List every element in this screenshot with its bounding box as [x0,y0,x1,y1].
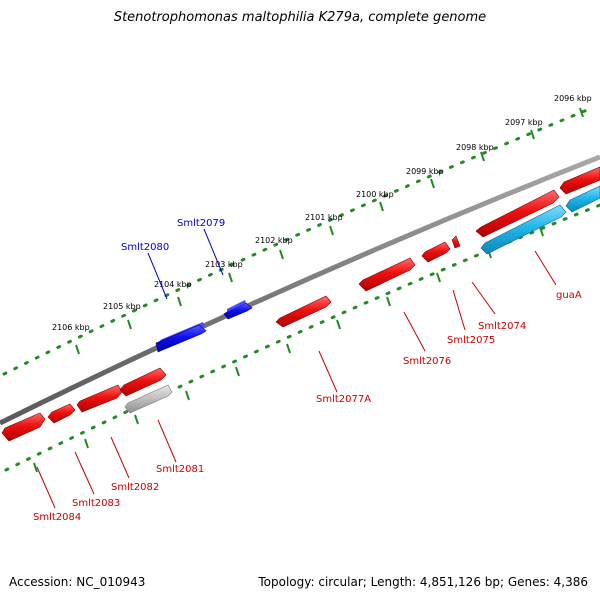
ruler-tick [579,107,584,118]
ruler-tick [228,272,233,283]
gene-smlt2081-pseudo[interactable] [124,384,173,414]
leader-smlt2077a [318,350,338,393]
ruler-tick-label: 2101 kbp [305,213,343,222]
leader-smlt2074 [471,281,496,315]
ruler-tick [127,319,132,330]
accession-label: Accession: NC_010943 [9,575,146,589]
gene-label-smlt2079: Smlt2079 [177,218,225,229]
leader-smlt2082 [110,436,130,479]
gene-smlt2076[interactable] [358,257,416,292]
gene-label-smlt2077a: Smlt2077A [316,394,371,405]
gene-label-smlt2082: Smlt2082 [111,482,159,493]
ruler-tick [235,366,240,377]
leader-smlt2079 [203,228,224,276]
ruler-tick-label: 2096 kbp [554,94,592,103]
gene-smlt2079[interactable] [223,300,253,320]
genome-backbone [0,154,600,426]
ruler-tick-label: 2103 kbp [205,260,243,269]
leader-smlt2075 [452,289,466,331]
gene-label-smlt2076: Smlt2076 [403,356,451,367]
gene-smlt2084[interactable] [1,412,46,442]
ruler-tick-label: 2100 kbp [356,190,394,199]
leader-smlt2080 [147,252,168,300]
gene-smlt2080[interactable] [155,322,207,353]
gene-smlt2083[interactable] [47,403,76,424]
gene-label-smlt2075: Smlt2075 [447,335,495,346]
leader-smlt2083 [74,451,95,495]
leader-smlt2084 [36,466,56,509]
ruler-tick-label: 2104 kbp [154,280,192,289]
gene-edge-cyan[interactable] [565,185,600,213]
ruler-tick [185,390,190,401]
gene-edge-red[interactable] [559,166,600,195]
gene-smlt2075[interactable] [421,241,451,263]
gene-label-smlt2081: Smlt2081 [156,464,204,475]
ruler-tick [279,249,284,260]
ruler-tick-label: 2097 kbp [505,118,543,127]
gene-rrna-cyan[interactable] [480,204,567,255]
gene-smlt2082[interactable] [76,384,123,413]
ruler-tick-label: 2105 kbp [103,302,141,311]
gene-label-smlt2080: Smlt2080 [121,242,169,253]
gene-label-smlt2084: Smlt2084 [33,512,81,523]
ruler-tick [84,438,89,449]
ruler-tick [286,343,291,354]
ruler-tick [33,462,38,473]
ruler-tick [386,296,391,307]
ruler-tick [75,344,80,355]
ruler-tick [539,226,544,237]
ruler-tick [530,129,535,140]
gene-smlt2077a[interactable] [275,295,332,328]
ruler-tick-label: 2098 kbp [456,143,494,152]
ruler-tick [436,272,441,283]
ruler-tick [336,319,341,330]
leader-guaa [534,250,557,286]
gene-guaa[interactable] [475,189,560,238]
gene-smlt2074[interactable] [451,235,461,249]
ruler-inner-dots [4,203,600,472]
map-title: Stenotrophomonas maltophilia K279a, comp… [113,10,487,25]
ruler-tick-label: 2099 kbp [406,167,444,176]
ruler-tick [177,296,182,307]
ruler-tick [430,178,435,189]
gene-label-smlt2074: Smlt2074 [478,321,526,332]
ruler-tick-label: 2106 kbp [52,323,90,332]
gene-label-guaa: guaA [556,290,582,301]
ruler-tick [134,414,139,425]
ruler-tick [379,201,384,212]
leader-smlt2081 [157,419,177,463]
topology-label: Topology: circular; Length: 4,851,126 bp… [258,575,588,589]
gene-smlt2081[interactable] [119,367,167,397]
ruler-tick-label: 2102 kbp [255,236,293,245]
ruler-tick [480,151,485,162]
gene-label-smlt2083: Smlt2083 [72,498,120,509]
leader-smlt2076 [403,311,426,352]
ruler-tick [329,225,334,236]
